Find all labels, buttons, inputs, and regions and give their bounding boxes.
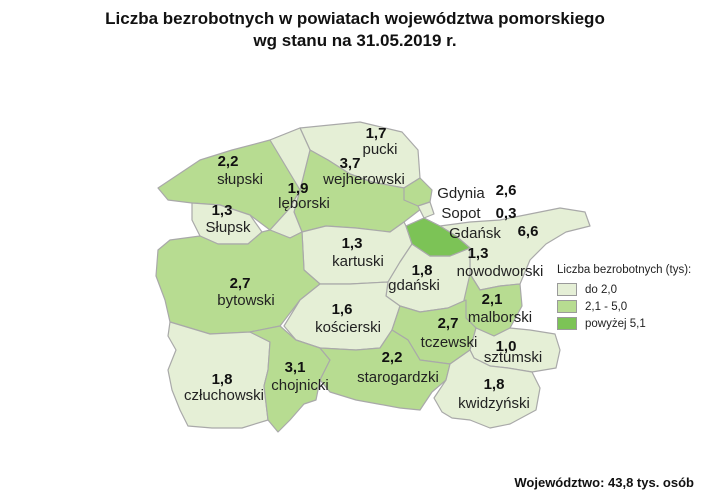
value-label-wejherowski: 3,7 [340, 155, 361, 172]
value-label-gdanski: 1,8 [412, 262, 433, 279]
name-label-sopot: Sopot [441, 205, 481, 222]
region-sopot [417, 201, 435, 219]
value-label-leborski: 1,9 [288, 180, 309, 197]
name-label-czluchowski: człuchowski [184, 387, 264, 404]
value-label-malborski: 2,1 [482, 291, 503, 308]
value-label-slupsk: 1,3 [212, 202, 233, 219]
value-label-chojnicki: 3,1 [285, 359, 306, 376]
value-label-gdynia: 2,6 [496, 182, 517, 199]
name-label-gdanski: gdański [388, 277, 440, 294]
value-label-starogardzki: 2,2 [382, 349, 403, 366]
name-label-chojnicki: chojnicki [271, 377, 329, 394]
name-label-kwidzynski: kwidzyński [458, 395, 530, 412]
value-label-tczewski: 2,7 [438, 315, 459, 332]
name-label-bytowski: bytowski [217, 292, 275, 309]
name-label-wejherowski: wejherowski [322, 171, 405, 188]
value-label-pucki: 1,7 [366, 125, 387, 142]
legend-label-low: do 2,0 [585, 283, 617, 296]
value-label-koscierski: 1,6 [332, 301, 353, 318]
value-label-nowodworski: 1,3 [468, 245, 489, 262]
value-label-sztumski: 1,0 [496, 338, 517, 355]
legend-swatch-mid [557, 300, 577, 313]
region-gdansk-highlight [405, 217, 471, 257]
name-label-tczewski: tczewski [421, 334, 478, 351]
map-title-line2: wg stanu na 31.05.2019 r. [253, 31, 457, 50]
value-label-kwidzynski: 1,8 [484, 376, 505, 393]
county-map: 1,7pucki2,2słupski3,7wejherowski1,9lębor… [155, 121, 591, 433]
name-label-slupski: słupski [217, 171, 263, 188]
name-label-gdynia: Gdynia [437, 185, 485, 202]
region-kwidzynski [433, 349, 541, 429]
value-label-gdansk: 6,6 [518, 223, 539, 240]
name-label-sztumski: sztumski [484, 349, 542, 366]
legend-item-mid: 2,1 - 5,0 [557, 298, 691, 315]
voivodeship-total: Województwo: 43,8 tys. osób [514, 475, 694, 490]
name-label-malborski: malborski [468, 309, 532, 326]
legend-swatch-high [557, 317, 577, 330]
legend: Liczba bezrobotnych (tys): do 2,0 2,1 - … [557, 264, 691, 332]
name-label-slupsk: Słupsk [205, 219, 251, 236]
name-label-koscierski: kościerski [315, 319, 381, 336]
region-starogardzki [319, 329, 451, 411]
value-label-bytowski: 2,7 [230, 275, 251, 292]
legend-label-high: powyżej 5,1 [585, 317, 646, 330]
name-label-nowodworski: nowodworski [457, 263, 544, 280]
map-title: Liczba bezrobotnych w powiatach wojewódz… [0, 8, 710, 52]
legend-swatch-low [557, 283, 577, 296]
legend-label-mid: 2,1 - 5,0 [585, 300, 628, 313]
legend-item-low: do 2,0 [557, 281, 691, 298]
value-label-czluchowski: 1,8 [212, 371, 233, 388]
name-label-gdansk: Gdańsk [449, 225, 501, 242]
region-chojnicki [249, 325, 331, 433]
name-label-pucki: pucki [362, 141, 397, 158]
name-label-kartuski: kartuski [332, 253, 384, 270]
map-title-line1: Liczba bezrobotnych w powiatach wojewódz… [105, 9, 605, 28]
value-label-slupski: 2,2 [218, 153, 239, 170]
legend-title: Liczba bezrobotnych (tys): [557, 264, 692, 276]
name-label-leborski: lęborski [278, 195, 330, 212]
legend-item-high: powyżej 5,1 [557, 315, 691, 332]
name-label-starogardzki: starogardzki [357, 369, 439, 386]
value-label-kartuski: 1,3 [342, 235, 363, 252]
value-label-sopot: 0,3 [496, 205, 517, 222]
